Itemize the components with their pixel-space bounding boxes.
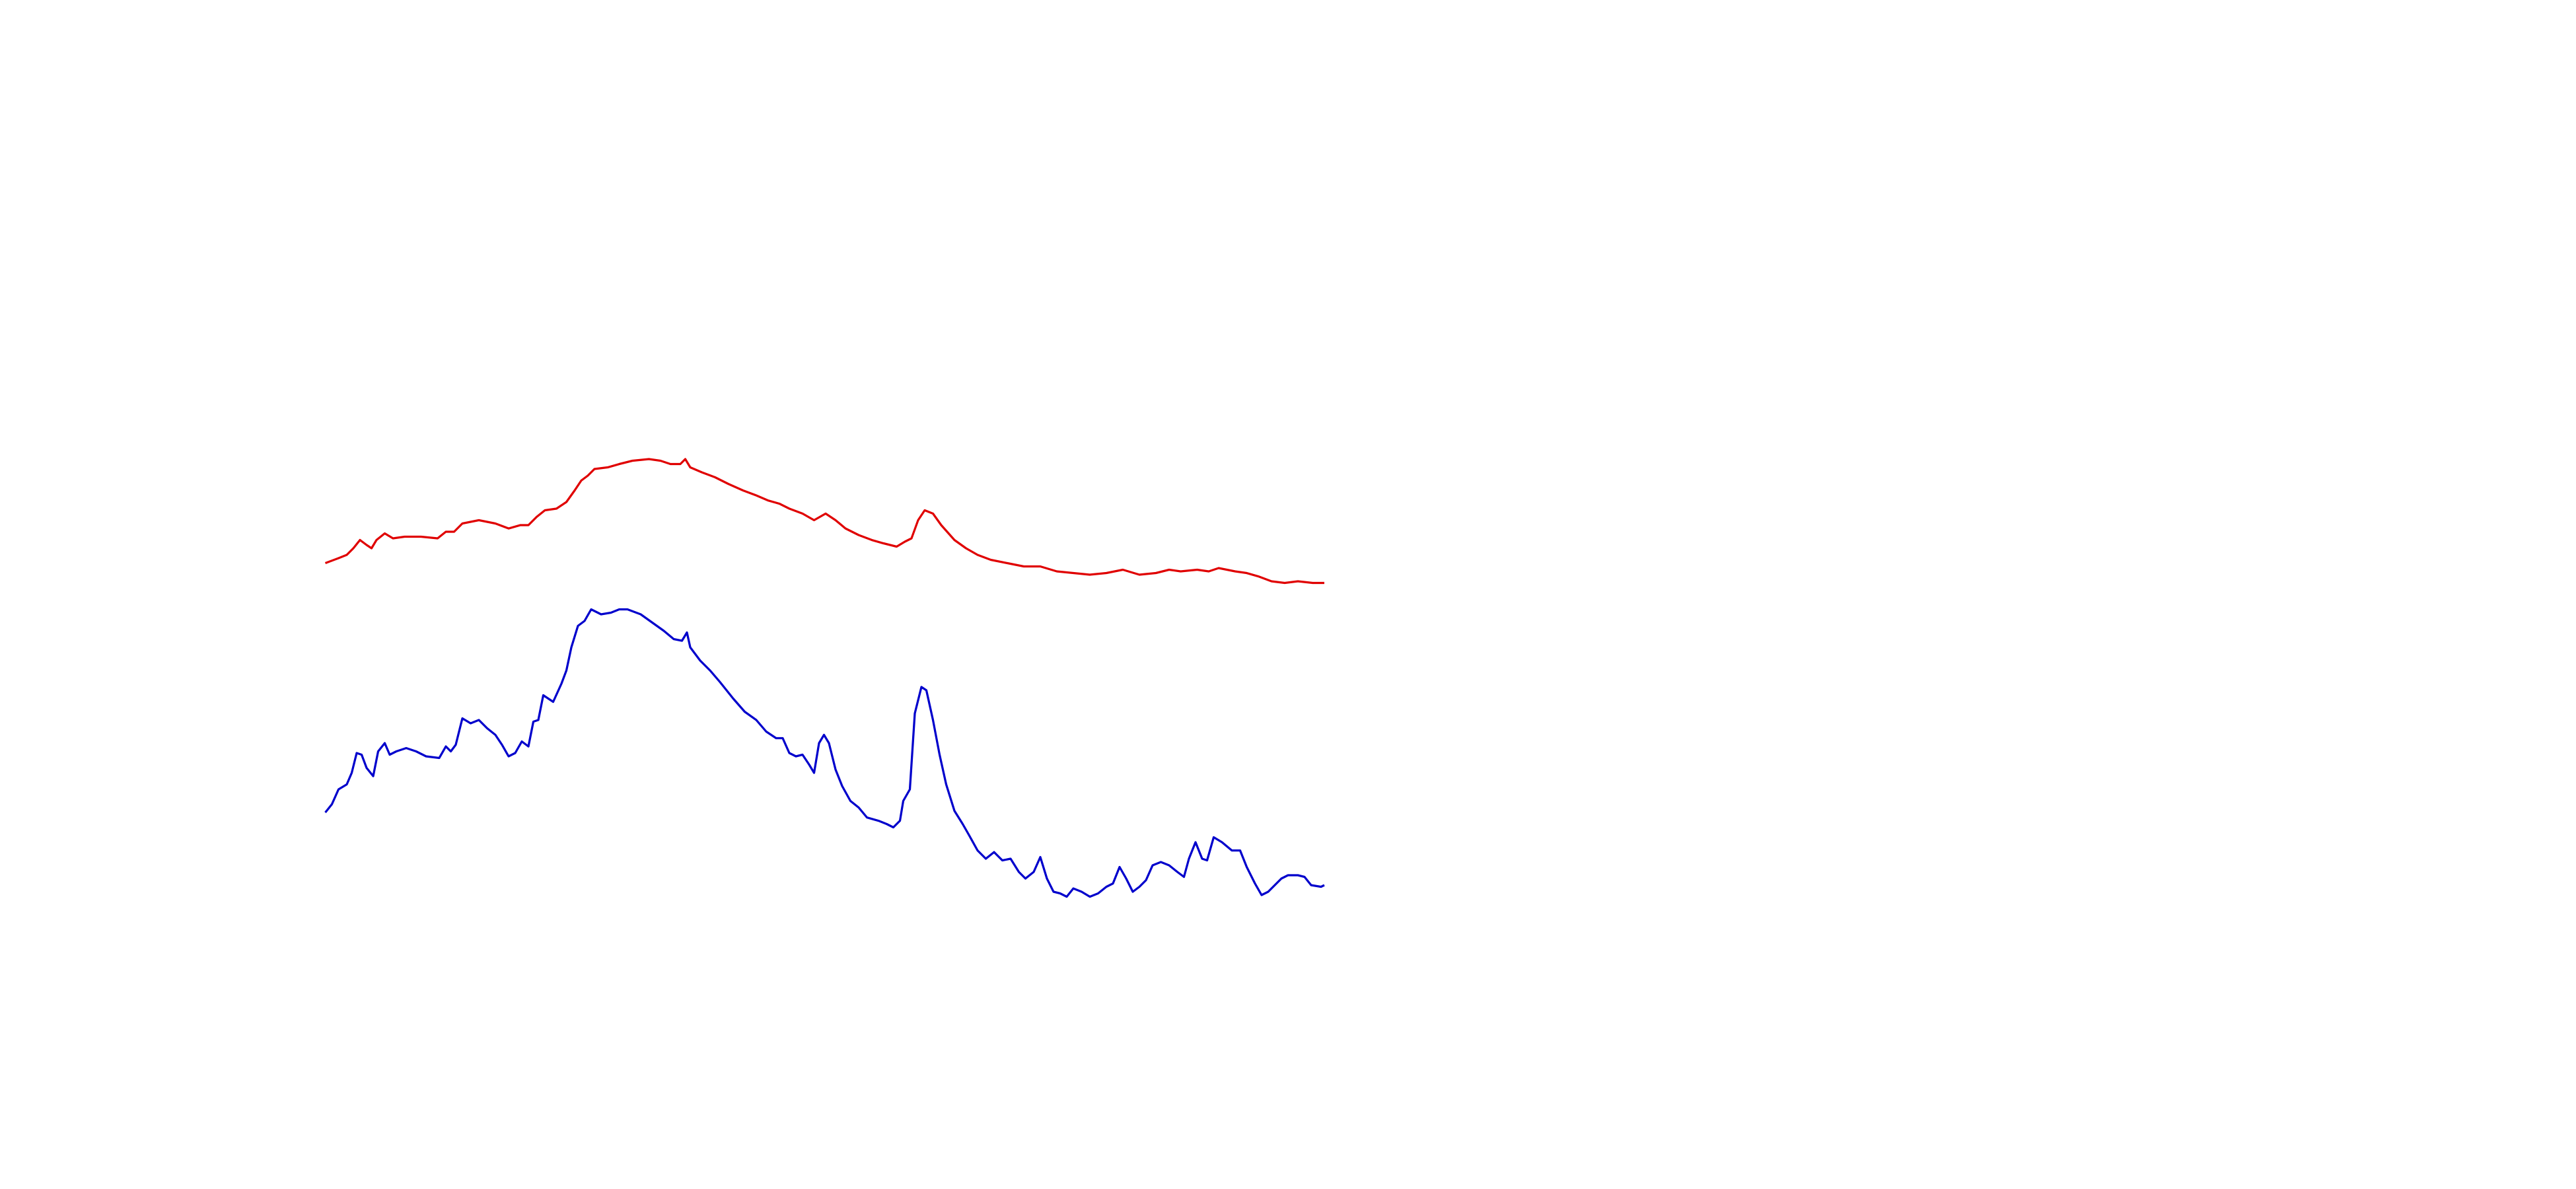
line: [324, 458, 1324, 585]
line: [324, 608, 1325, 898]
